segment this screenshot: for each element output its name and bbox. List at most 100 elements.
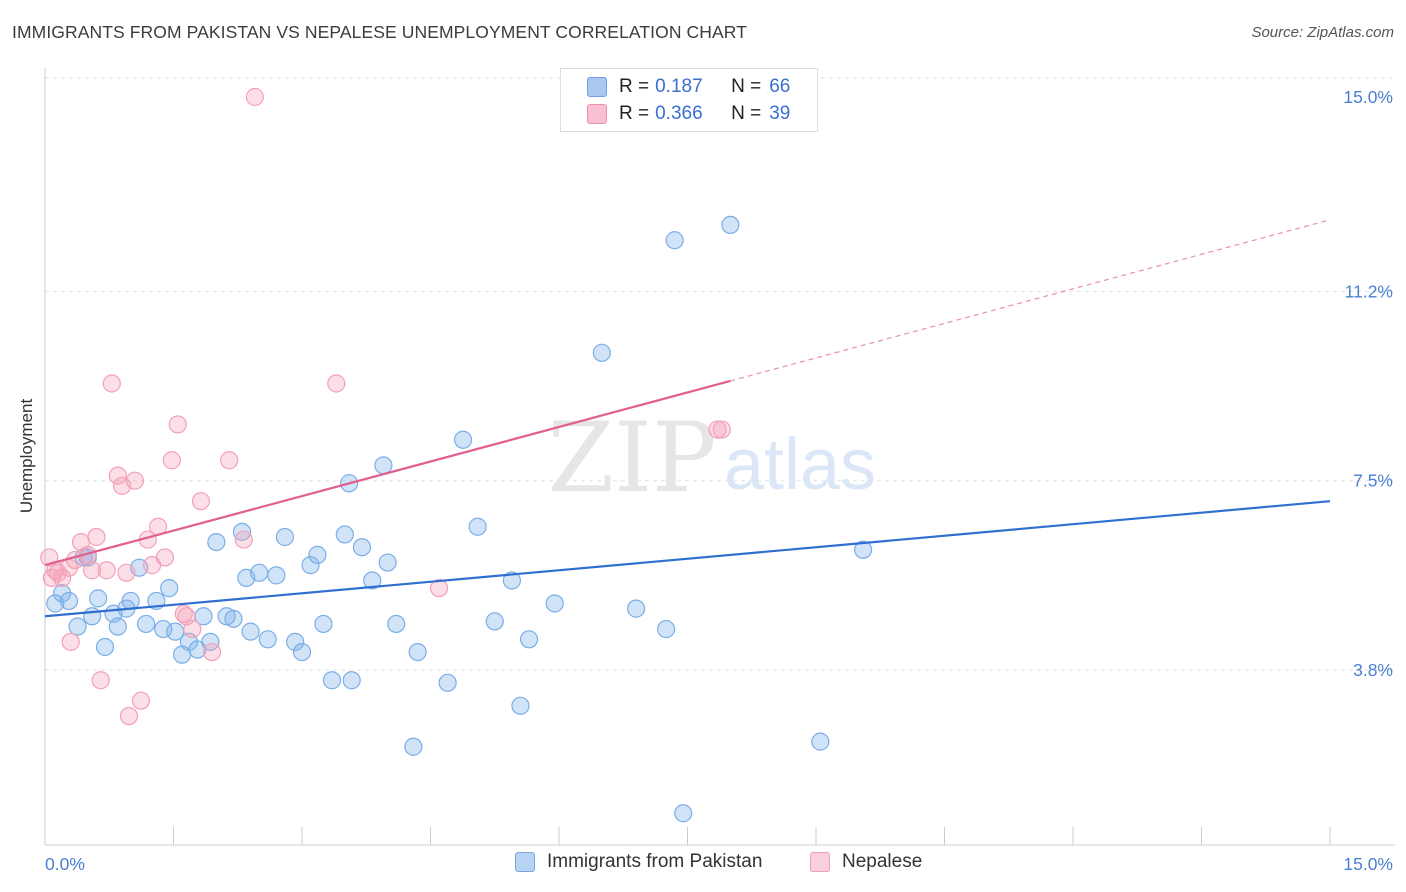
- pakistan-point: [387, 614, 406, 634]
- pakistan-point: [46, 594, 65, 613]
- nepalese-point: [429, 579, 449, 598]
- pakistan-trend-line: [44, 500, 1331, 618]
- nepalese-point: [234, 530, 253, 549]
- pakistan-point: [95, 637, 115, 657]
- legend-row-pakistan: R = 0.187 N = 66: [587, 74, 790, 100]
- pakistan-point: [301, 556, 320, 575]
- pakistan-point: [322, 671, 342, 690]
- legend-item-nepalese[interactable]: Nepalese: [810, 851, 922, 873]
- watermark-zip: ZIP: [547, 402, 716, 514]
- nepalese-point: [177, 607, 196, 626]
- pakistan-point: [292, 642, 312, 662]
- pakistan-point: [335, 525, 354, 544]
- legend-row-nepalese: R = 0.366 N = 39: [587, 101, 790, 127]
- y-tick-labels: 3.8% 7.5% 11.2% 15.0%: [1343, 87, 1393, 680]
- pakistan-point: [59, 591, 79, 611]
- pakistan-point: [592, 343, 611, 362]
- pakistan-point: [136, 614, 156, 634]
- pakistan-point: [502, 571, 521, 590]
- pakistan-point: [308, 545, 327, 564]
- nepalese-point: [48, 563, 67, 582]
- pakistan-point: [68, 617, 87, 636]
- nepalese-point: [708, 420, 727, 439]
- nepalese-point: [327, 374, 346, 393]
- chart-title: IMMIGRANTS FROM PAKISTAN VS NEPALESE UNE…: [12, 22, 748, 42]
- y-tick-label: 11.2%: [1345, 281, 1393, 301]
- pakistan-point: [519, 630, 539, 649]
- pakistan-point: [258, 630, 277, 649]
- pakistan-point: [511, 696, 530, 715]
- nepalese-point: [162, 451, 181, 470]
- pakistan-point: [438, 673, 457, 692]
- nepalese-point: [87, 527, 106, 547]
- nepalese-trend-line: [44, 379, 731, 567]
- pakistan-point: [665, 231, 684, 250]
- pakistan-point: [232, 522, 252, 541]
- pakistan-point: [286, 632, 305, 651]
- nepalese-point: [91, 671, 110, 690]
- pakistan-point: [160, 579, 179, 598]
- legend-label-pakistan: Immigrants from Pakistan: [547, 851, 763, 872]
- pakistan-point: [674, 804, 693, 823]
- pakistan-point: [241, 622, 260, 641]
- pakistan-point: [811, 732, 830, 751]
- pakistan-point: [237, 568, 256, 588]
- pakistan-point: [453, 430, 473, 449]
- nepalese-point: [119, 706, 139, 726]
- nepalese-trend-line-extension: [730, 219, 1331, 382]
- pakistan-point: [53, 584, 72, 603]
- y-tick-label: 7.5%: [1353, 471, 1393, 491]
- trend-lines: [44, 219, 1331, 618]
- pakistan-point: [89, 589, 108, 608]
- pakistan-point: [721, 215, 740, 235]
- pakistan-point: [404, 737, 423, 756]
- pakistan-point: [374, 456, 393, 475]
- nepalese-point: [131, 691, 151, 710]
- legend-swatch-nepalese: [810, 852, 830, 872]
- nepalese-point: [117, 563, 136, 582]
- nepalese-point: [220, 451, 239, 470]
- y-tick-label: 15.0%: [1343, 87, 1393, 107]
- watermark: ZIP atlas: [547, 402, 876, 514]
- pakistan-point: [378, 553, 397, 572]
- legend-label-nepalese: Nepalese: [842, 851, 923, 872]
- pakistan-point: [363, 571, 382, 590]
- x-tick-labels: 0.0% 15.0%: [45, 854, 1393, 874]
- pakistan-point: [83, 607, 102, 626]
- pakistan-point: [854, 540, 873, 559]
- pakistan-point: [224, 609, 243, 628]
- legend-swatch-pakistan: [587, 77, 607, 97]
- legend-r-value: 0.187: [655, 76, 703, 97]
- pakistan-point: [468, 517, 487, 536]
- nepalese-point: [102, 374, 121, 393]
- pakistan-point: [108, 617, 127, 636]
- legend-r-label: R =: [619, 76, 650, 97]
- nepalese-point: [191, 492, 211, 511]
- nepalese-point: [83, 561, 102, 580]
- nepalese-point: [202, 642, 222, 662]
- pakistan-point: [207, 532, 226, 552]
- pakistan-point: [656, 619, 676, 639]
- pakistan-point: [121, 591, 140, 611]
- stats-legend: R = 0.187 N = 66 R = 0.366 N = 39: [560, 68, 818, 132]
- series-legend: Immigrants from Pakistan Nepalese: [0, 851, 1406, 877]
- pakistan-point: [314, 614, 333, 634]
- series-nepalese-points: [40, 87, 731, 726]
- legend-r-label: R =: [619, 103, 650, 124]
- legend-swatch-pakistan: [515, 852, 535, 872]
- y-tick-label: 3.8%: [1353, 660, 1393, 680]
- nepalese-point: [125, 471, 145, 490]
- pakistan-point: [352, 538, 372, 557]
- nepalese-point: [97, 561, 116, 580]
- series-pakistan-points: [46, 215, 873, 823]
- pakistan-point: [485, 612, 504, 631]
- legend-n-value: 66: [769, 76, 791, 97]
- pakistan-point: [275, 527, 294, 547]
- source-label: Source: ZipAtlas.com: [1251, 24, 1394, 41]
- nepalese-point: [174, 604, 193, 623]
- pakistan-point: [626, 599, 646, 618]
- nepalese-point: [108, 466, 127, 485]
- pakistan-point: [267, 566, 286, 585]
- legend-item-pakistan[interactable]: Immigrants from Pakistan: [515, 851, 762, 873]
